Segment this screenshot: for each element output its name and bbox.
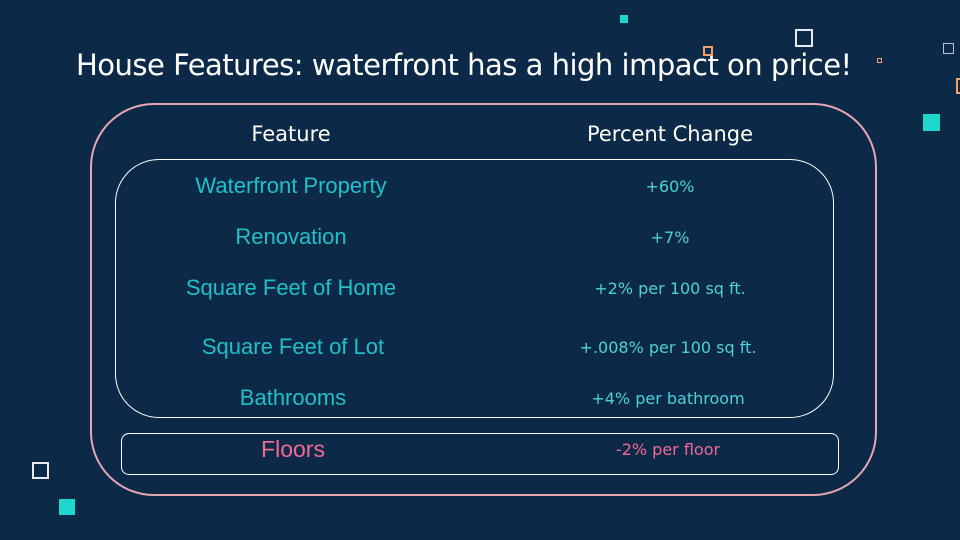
- feature-label: Waterfront Property: [195, 173, 387, 198]
- decorative-square: [703, 46, 713, 56]
- decorative-square: [877, 58, 882, 63]
- feature-label: Floors: [261, 436, 325, 462]
- decorative-square: [59, 499, 75, 515]
- decorative-square: [32, 462, 49, 479]
- decorative-square: [956, 78, 960, 94]
- floors-frame: [121, 433, 839, 475]
- percent-change-column-header: Percent Change: [586, 122, 754, 146]
- feature-column-header: Feature: [251, 122, 331, 146]
- percent-change-value: +4% per bathroom: [591, 389, 745, 408]
- feature-label: Bathrooms: [239, 385, 347, 410]
- percent-change-value: +.008% per 100 sq ft.: [579, 338, 757, 357]
- feature-label: Square Feet of Lot: [201, 334, 385, 359]
- outer-frame: [90, 103, 877, 496]
- decorative-square: [620, 15, 628, 23]
- percent-change-value: +7%: [650, 228, 690, 247]
- percent-change-value: -2% per floor: [615, 440, 721, 459]
- decorative-square: [795, 29, 813, 47]
- percent-change-value: +60%: [645, 177, 695, 196]
- percent-change-value: +2% per 100 sq ft.: [594, 279, 746, 298]
- decorative-square: [923, 114, 940, 131]
- feature-label: Renovation: [235, 224, 347, 249]
- slide-title: House Features: waterfront has a high im…: [76, 48, 852, 82]
- positive-features-frame: [115, 159, 834, 418]
- decorative-square: [943, 43, 954, 54]
- feature-label: Square Feet of Home: [185, 275, 397, 300]
